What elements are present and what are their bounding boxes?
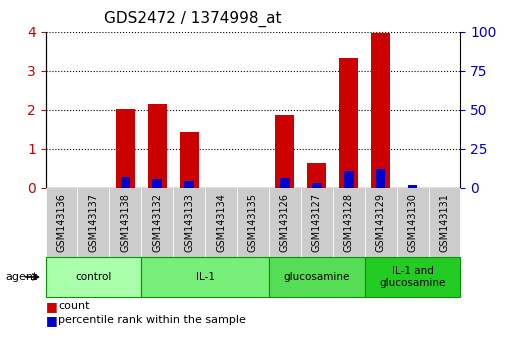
- Text: agent: agent: [5, 272, 37, 282]
- Text: percentile rank within the sample: percentile rank within the sample: [58, 315, 245, 325]
- Bar: [370, 33, 389, 188]
- Bar: [375, 169, 385, 188]
- Text: GSM143136: GSM143136: [57, 193, 66, 252]
- Bar: [147, 104, 167, 188]
- Text: ■: ■: [45, 300, 57, 313]
- Bar: [152, 179, 162, 188]
- Bar: [307, 164, 326, 188]
- Text: GSM143132: GSM143132: [152, 193, 162, 252]
- Text: GSM143131: GSM143131: [439, 193, 448, 252]
- Bar: [179, 132, 198, 188]
- Text: GSM143127: GSM143127: [311, 193, 321, 252]
- Text: GSM143130: GSM143130: [407, 193, 417, 252]
- Bar: [312, 183, 321, 188]
- Text: GSM143126: GSM143126: [279, 193, 289, 252]
- Text: GSM143138: GSM143138: [120, 193, 130, 252]
- Bar: [407, 184, 417, 188]
- Bar: [280, 178, 289, 188]
- Bar: [275, 115, 294, 188]
- Text: control: control: [75, 272, 112, 282]
- Bar: [343, 171, 353, 188]
- Text: count: count: [58, 301, 89, 311]
- Text: ■: ■: [45, 314, 57, 327]
- Text: GSM143134: GSM143134: [216, 193, 226, 252]
- Bar: [120, 177, 130, 188]
- Text: GDS2472 / 1374998_at: GDS2472 / 1374998_at: [104, 11, 280, 27]
- Text: glucosamine: glucosamine: [283, 272, 349, 282]
- Text: GSM143133: GSM143133: [184, 193, 194, 252]
- Text: GSM143137: GSM143137: [88, 193, 98, 252]
- Bar: [338, 58, 358, 188]
- Text: IL-1 and
glucosamine: IL-1 and glucosamine: [379, 266, 445, 288]
- Text: GSM143129: GSM143129: [375, 193, 385, 252]
- Bar: [184, 181, 193, 188]
- Text: GSM143128: GSM143128: [343, 193, 353, 252]
- Bar: [116, 109, 135, 188]
- Text: IL-1: IL-1: [195, 272, 214, 282]
- Text: GSM143135: GSM143135: [247, 193, 258, 252]
